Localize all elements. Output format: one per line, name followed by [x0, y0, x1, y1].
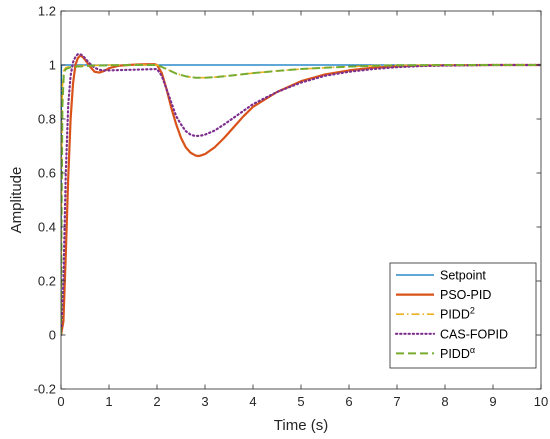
- x-tick-label: 10: [534, 394, 548, 409]
- axes: 0 1 2 3 4 5 6 7 8 9 10-0.200.20.40.60.811.2: [34, 4, 549, 410]
- x-tick-label: 6: [345, 394, 352, 409]
- y-tick-label: -0.2: [34, 382, 56, 397]
- x-tick-label: 9: [489, 394, 496, 409]
- x-tick-label: 4: [249, 394, 256, 409]
- y-tick-label: 1.2: [38, 4, 56, 19]
- legend-label: Setpoint: [440, 269, 486, 283]
- x-tick-label: 7: [393, 394, 400, 409]
- legend-box: [389, 262, 537, 369]
- legend-label: PSO-PID: [440, 288, 491, 302]
- y-tick-label: 0.2: [38, 274, 56, 289]
- x-tick-label: 3: [201, 394, 208, 409]
- x-axis-title: Time (s): [274, 417, 328, 434]
- legend: Setpoint PSO-PID PIDD2 CAS-FOPID PIDDα: [389, 262, 537, 369]
- x-tick-label: 2: [153, 394, 160, 409]
- y-tick-label: 1: [49, 58, 56, 73]
- legend-label: CAS-FOPID: [440, 327, 508, 341]
- y-tick-label: 0.6: [38, 166, 56, 181]
- y-axis-title: Amplitude: [8, 167, 25, 234]
- legend-label: PIDD2: [440, 306, 475, 322]
- y-tick-label: 0.4: [38, 220, 56, 235]
- y-tick-label: 0.8: [38, 112, 56, 127]
- x-tick-label: 8: [441, 394, 448, 409]
- x-tick-label: 0: [57, 394, 64, 409]
- y-tick-label: 0: [49, 328, 56, 343]
- series-line-4: [61, 64, 541, 336]
- legend-label: PIDDα: [440, 345, 475, 361]
- x-tick-label: 5: [297, 394, 304, 409]
- series-line-3: [61, 53, 541, 337]
- x-tick-label: 1: [105, 394, 112, 409]
